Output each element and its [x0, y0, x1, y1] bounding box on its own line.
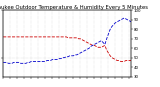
Title: Milwaukee Outdoor Temperature & Humidity Every 5 Minutes: Milwaukee Outdoor Temperature & Humidity…: [0, 5, 148, 10]
